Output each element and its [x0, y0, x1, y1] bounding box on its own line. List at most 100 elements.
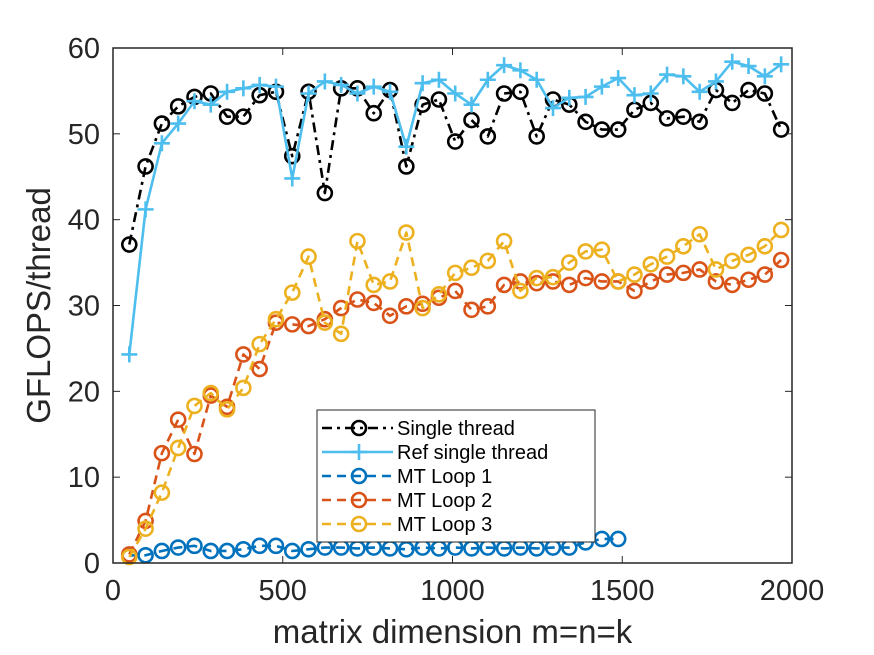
legend-marker	[351, 444, 367, 460]
data-point	[235, 80, 252, 97]
data-point	[675, 264, 692, 282]
legend-marker	[350, 491, 368, 509]
data-point	[267, 78, 284, 95]
series-mt-loop-3	[120, 221, 790, 566]
legend-entry-mt-loop-2: MT Loop 2	[322, 490, 492, 512]
data-point	[398, 158, 415, 175]
data-point	[544, 268, 562, 286]
legend-entry-mt-loop-3: MT Loop 3	[322, 514, 492, 536]
data-point	[740, 271, 757, 289]
data-point	[544, 100, 561, 117]
data-point	[691, 113, 708, 131]
data-point	[365, 104, 383, 122]
data-point	[169, 411, 187, 428]
data-point	[430, 91, 448, 108]
data-point	[512, 282, 529, 300]
data-point	[479, 71, 496, 88]
x-axis-label: matrix dimension m=n=k	[273, 613, 633, 650]
y-tick-label: 30	[68, 291, 100, 323]
data-point	[300, 317, 317, 335]
data-point	[495, 276, 513, 294]
data-point	[186, 93, 203, 110]
data-point	[561, 89, 578, 106]
data-point	[300, 85, 317, 102]
legend-label: Single thread	[397, 418, 515, 440]
data-point	[593, 78, 610, 95]
legend-label: MT Loop 3	[397, 514, 492, 536]
data-point	[593, 241, 611, 259]
data-point	[300, 540, 317, 558]
data-point	[512, 62, 529, 79]
x-tick-label: 2000	[760, 575, 825, 607]
data-point	[365, 294, 383, 312]
data-point	[528, 71, 545, 88]
data-point	[316, 73, 333, 90]
data-point	[707, 261, 725, 278]
data-point	[235, 379, 252, 397]
data-point	[642, 273, 660, 290]
data-point	[528, 269, 545, 287]
data-point	[479, 252, 497, 270]
data-point	[642, 255, 660, 273]
legend-label: Ref single thread	[397, 442, 548, 464]
data-point	[528, 128, 545, 145]
data-point	[593, 273, 611, 290]
data-point	[723, 276, 741, 294]
series-ref-single-thread	[121, 53, 790, 363]
data-point	[658, 248, 676, 265]
data-point	[414, 75, 431, 92]
data-point	[642, 85, 659, 102]
data-point	[756, 237, 774, 255]
data-point	[283, 542, 301, 560]
data-point	[251, 335, 268, 353]
data-point	[235, 108, 252, 125]
data-point	[707, 273, 725, 290]
data-point	[202, 542, 220, 560]
data-point	[773, 56, 790, 73]
data-point	[120, 236, 138, 253]
data-point	[691, 83, 708, 100]
data-point	[609, 273, 627, 290]
x-tick-label: 0	[105, 575, 121, 607]
data-point	[675, 108, 692, 125]
data-point	[675, 68, 692, 85]
x-tick-label: 500	[259, 575, 307, 607]
data-point	[593, 121, 611, 138]
y-tick-label: 40	[68, 205, 100, 237]
data-point	[740, 246, 757, 264]
data-point	[707, 73, 724, 90]
legend-marker	[350, 515, 368, 533]
data-point	[381, 273, 399, 290]
data-point	[446, 264, 464, 282]
legend-entry-mt-loop-1: MT Loop 1	[322, 466, 492, 488]
data-point	[609, 121, 627, 138]
data-point	[724, 53, 741, 70]
data-point	[137, 201, 154, 218]
ticks-layer: 0 500 1000 1500 2000 0 10 20 30 40 50 60	[68, 33, 825, 607]
y-tick-label: 10	[68, 462, 100, 494]
data-point	[381, 307, 399, 325]
data-point	[316, 184, 334, 202]
data-point	[398, 298, 415, 315]
data-point	[153, 484, 171, 501]
data-point	[659, 66, 676, 83]
data-point	[251, 76, 268, 93]
data-point	[284, 170, 301, 187]
data-point	[251, 537, 268, 555]
data-point	[577, 269, 594, 287]
data-point	[772, 121, 790, 138]
data-point	[332, 325, 350, 343]
data-point	[430, 286, 448, 303]
data-point	[235, 540, 252, 558]
data-point	[333, 76, 350, 93]
data-point	[675, 237, 692, 255]
data-point	[740, 81, 757, 99]
data-point	[153, 542, 171, 560]
series-line-mt-loop-2	[128, 259, 783, 555]
data-point	[267, 537, 285, 555]
data-point	[316, 314, 334, 331]
data-point	[772, 251, 790, 269]
data-point	[332, 299, 350, 317]
data-point	[300, 248, 317, 265]
